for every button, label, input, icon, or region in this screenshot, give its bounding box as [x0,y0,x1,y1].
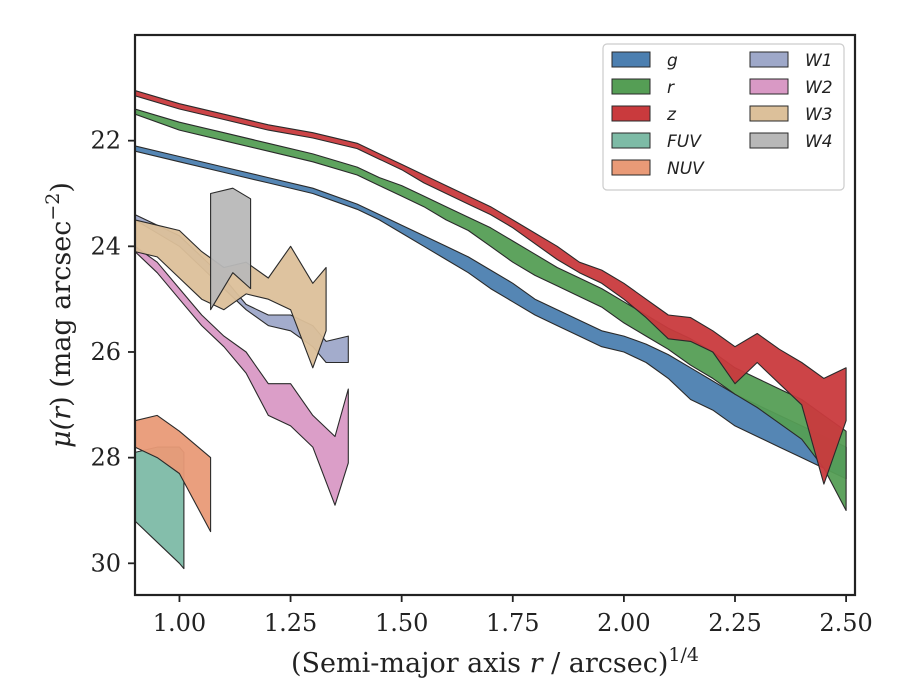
legend-swatch-w2 [749,78,789,95]
y-tick-label: 24 [90,232,121,260]
band-nuv [135,414,212,533]
x-tick-label: 2.25 [708,609,761,637]
legend-label-z: z [666,105,677,125]
x-tick-label: 2.00 [597,609,650,637]
x-axis-label: (Semi-major axis r / arcsec)1/4 [291,644,699,679]
y-tick-label: 26 [90,338,121,366]
legend-label-w3: W3 [805,105,833,125]
legend-swatch-w4 [749,132,789,149]
legend-swatch-r [611,78,651,95]
band-r [135,108,847,512]
x-tick-label: 1.50 [375,609,428,637]
legend-label-g: g [667,51,678,71]
band-w4 [210,187,252,311]
x-tick-label: 1.00 [153,609,206,637]
y-tick-label: 22 [90,127,121,155]
legend-label-nuv: NUV [667,159,705,179]
legend-label-r: r [667,78,675,98]
legend-swatch-w1 [749,51,789,68]
legend-label-w4: W4 [805,132,833,152]
legend-swatch-z [611,105,651,122]
y-axis-label: μ(r) (mag arcsec−2) [42,182,77,448]
band-z [135,89,847,485]
plot-frame [133,33,857,597]
band-w3 [135,219,327,369]
y-tick-label: 30 [90,549,121,577]
x-axis: 1.00 1.25 1.50 1.75 2.00 2.25 2.50 [153,595,873,637]
legend: grz FUV NUV W1 W2 W3 W4 [602,43,845,191]
legend-label-fuv: FUV [667,132,702,152]
legend-swatch-fuv [611,132,651,149]
x-tick-label: 1.75 [486,609,539,637]
bands-layer [135,89,847,570]
y-axis: 22 24 26 28 30 [90,127,135,577]
y-tick-label: 28 [90,444,121,472]
legend-label-w2: W2 [805,78,833,98]
band-w2 [135,245,349,506]
legend-label-w1: W1 [805,51,833,71]
legend-swatch-g [611,51,651,68]
legend-swatch-w3 [749,105,789,122]
x-tick-label: 1.25 [264,609,317,637]
x-tick-label: 2.50 [819,609,872,637]
legend-swatch-nuv [611,159,651,176]
